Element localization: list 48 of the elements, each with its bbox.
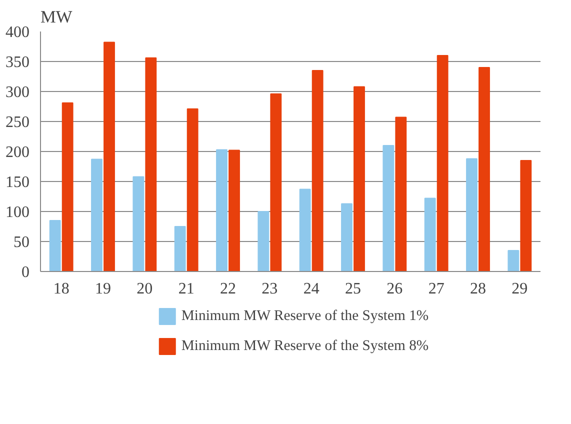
bar bbox=[341, 203, 352, 272]
y-tick-label: 100 bbox=[6, 204, 30, 221]
legend-label: Minimum MW Reserve of the System 1% bbox=[181, 308, 429, 324]
bar bbox=[104, 42, 115, 272]
bar bbox=[270, 93, 282, 272]
x-tick-label: 29 bbox=[512, 280, 528, 298]
bar bbox=[228, 150, 240, 272]
y-axis-title: MW bbox=[40, 8, 73, 26]
x-tick-label: 21 bbox=[178, 280, 194, 298]
y-tick-label: 350 bbox=[6, 54, 30, 71]
bar bbox=[520, 160, 532, 272]
bar bbox=[478, 67, 490, 272]
x-tick-label: 25 bbox=[345, 280, 361, 298]
y-tick-label: 200 bbox=[6, 144, 30, 161]
bar bbox=[174, 226, 186, 272]
x-tick-label: 20 bbox=[136, 280, 153, 298]
bar bbox=[62, 102, 74, 272]
x-tick-label: 19 bbox=[95, 280, 111, 298]
y-tick-label: 250 bbox=[6, 114, 30, 131]
legend-label: Minimum MW Reserve of the System 8% bbox=[181, 338, 429, 354]
y-tick-label: 0 bbox=[22, 264, 30, 281]
x-tick-label: 27 bbox=[428, 280, 444, 298]
bar bbox=[49, 220, 61, 272]
x-tick-label: 18 bbox=[53, 280, 70, 298]
bar bbox=[466, 158, 478, 272]
y-tick-label: 150 bbox=[6, 174, 30, 191]
x-tick-label: 22 bbox=[220, 280, 236, 298]
x-tick-label: 23 bbox=[262, 280, 278, 298]
x-tick-label: 28 bbox=[470, 280, 486, 298]
bar bbox=[145, 57, 157, 272]
bar bbox=[216, 149, 228, 272]
x-tick-label: 26 bbox=[386, 280, 403, 298]
bar bbox=[258, 211, 270, 272]
y-tick-label: 400 bbox=[6, 24, 30, 41]
bar bbox=[382, 145, 394, 272]
y-tick-label: 50 bbox=[14, 234, 30, 251]
bar bbox=[132, 176, 144, 272]
bar bbox=[186, 108, 198, 272]
bar bbox=[312, 70, 324, 272]
bar bbox=[299, 188, 311, 272]
bar bbox=[436, 55, 448, 272]
y-tick-label: 300 bbox=[6, 84, 30, 101]
bar bbox=[91, 158, 102, 272]
bar bbox=[354, 86, 365, 272]
bar bbox=[424, 198, 436, 272]
x-tick-label: 24 bbox=[303, 280, 320, 298]
bar bbox=[508, 250, 520, 272]
bar bbox=[395, 116, 407, 272]
